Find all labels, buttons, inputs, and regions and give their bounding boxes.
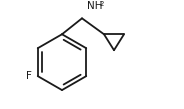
Text: NH: NH (87, 1, 102, 11)
Text: 2: 2 (100, 1, 104, 7)
Text: F: F (26, 71, 32, 81)
